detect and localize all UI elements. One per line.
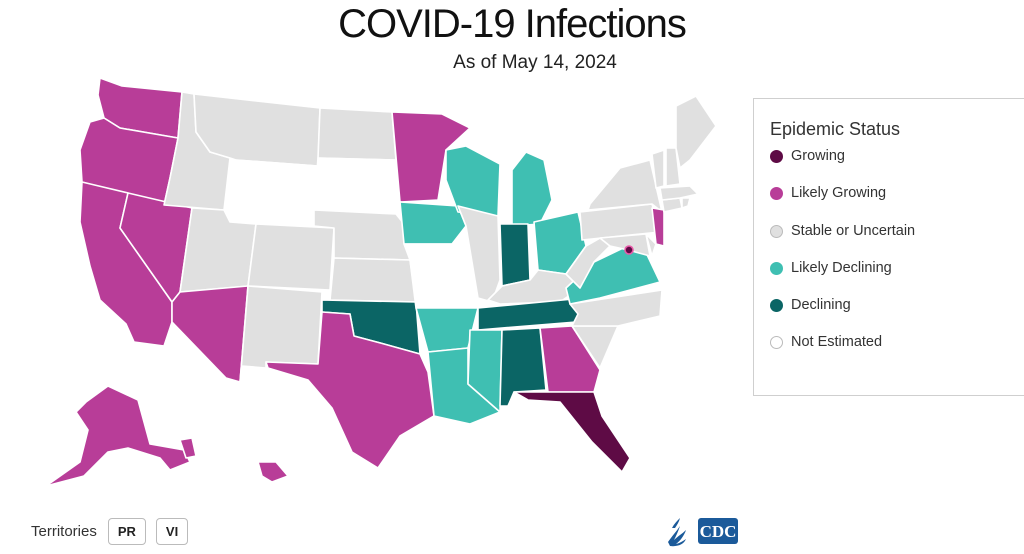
legend-item-likely-declining[interactable]: Likely Declining <box>770 257 892 279</box>
territories-label: Territories <box>31 523 97 540</box>
legend-title: Epidemic Status <box>770 119 901 139</box>
legend-item-growing[interactable]: Growing <box>770 145 845 167</box>
legend-label: Stable or Uncertain <box>791 223 916 239</box>
state-ia[interactable] <box>399 201 467 245</box>
page-subtitle: As of May 14, 2024 <box>453 52 617 73</box>
legend-item-stable[interactable]: Stable or Uncertain <box>770 220 915 242</box>
legend-label: Not Estimated <box>791 334 883 350</box>
state-nj[interactable] <box>651 207 665 247</box>
state-nd[interactable] <box>317 107 397 161</box>
state-hi[interactable] <box>179 437 197 459</box>
state-nh[interactable] <box>665 147 681 187</box>
legend: Epidemic Status Growing Likely Growing Sta… <box>753 98 1024 396</box>
state-ma[interactable] <box>659 185 699 201</box>
state-mi[interactable] <box>511 151 553 227</box>
state-dc[interactable] <box>624 245 634 255</box>
state-fl[interactable] <box>513 391 631 473</box>
state-ks[interactable] <box>329 257 417 303</box>
legend-swatch-icon <box>770 298 783 312</box>
legend-swatch-icon <box>770 224 783 238</box>
legend-item-likely-growing[interactable]: Likely Growing <box>770 182 886 204</box>
page-title: COVID-19 Infections <box>338 2 687 46</box>
state-me[interactable] <box>675 95 717 169</box>
state-ga[interactable] <box>539 325 601 393</box>
legend-item-not-estimated[interactable]: Not Estimated <box>770 331 882 353</box>
legend-label: Declining <box>791 297 851 313</box>
cdc-logo: CDC <box>668 518 738 547</box>
legend-swatch-icon <box>770 335 783 349</box>
state-wy[interactable] <box>229 159 319 231</box>
territory-button-pr[interactable]: PR <box>107 518 146 545</box>
territories-bar: Territories PR VI <box>31 518 198 545</box>
state-az[interactable] <box>171 285 249 383</box>
legend-label: Growing <box>791 148 845 164</box>
state-ny[interactable] <box>587 159 663 213</box>
hhs-eagle-icon <box>668 518 686 547</box>
state-nc[interactable] <box>569 289 663 327</box>
cdc-logo-box <box>698 518 738 544</box>
territory-button-vi[interactable]: VI <box>155 518 189 545</box>
legend-label: Likely Growing <box>791 185 887 201</box>
us-map <box>45 77 717 487</box>
state-de[interactable] <box>645 233 657 257</box>
legend-swatch-icon <box>770 261 783 275</box>
state-mo[interactable] <box>403 243 479 309</box>
cdc-logo-text: CDC <box>700 522 737 541</box>
state-tx[interactable] <box>265 311 435 469</box>
state-vt[interactable] <box>651 149 665 189</box>
state-ms[interactable] <box>467 329 503 413</box>
legend-label: Likely Declining <box>791 260 892 276</box>
legend-swatch-icon <box>770 186 783 200</box>
state-hi[interactable] <box>257 461 289 483</box>
state-in[interactable] <box>499 223 531 287</box>
state-co[interactable] <box>247 223 335 291</box>
state-sd[interactable] <box>313 157 397 215</box>
state-ri[interactable] <box>681 197 691 209</box>
legend-item-declining[interactable]: Declining <box>770 294 851 316</box>
state-ak[interactable] <box>45 385 191 487</box>
state-md[interactable] <box>599 233 651 257</box>
legend-swatch-icon <box>770 149 783 163</box>
